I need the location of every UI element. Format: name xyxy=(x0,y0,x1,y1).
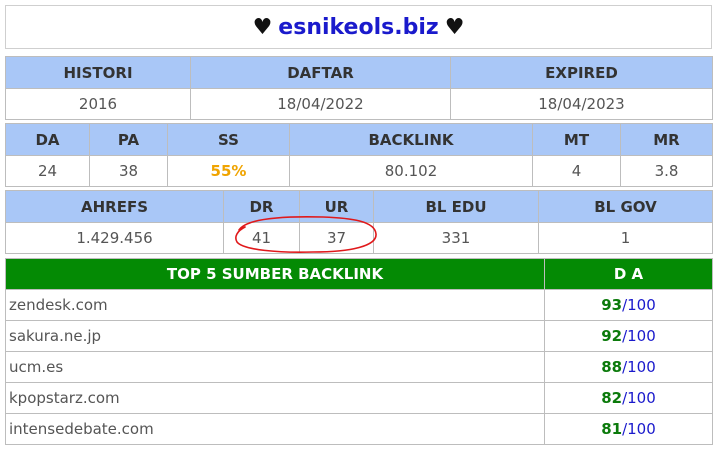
ahrefs-header-row: AHREFS DR UR BL EDU BL GOV xyxy=(5,190,713,223)
da-score: 82 xyxy=(601,389,623,407)
ur-header: UR xyxy=(299,190,374,223)
da-score: 92 xyxy=(601,327,623,345)
expired-header: EXPIRED xyxy=(450,56,713,89)
histori-value: 2016 xyxy=(5,88,191,120)
backlink-site: kpopstarz.com xyxy=(5,382,545,414)
registration-header-row: HISTORI DAFTAR EXPIRED xyxy=(5,56,713,89)
backlink-da: 82/100 xyxy=(544,382,713,414)
bl-gov-value: 1 xyxy=(538,222,713,254)
ahrefs-value-row: 1.429.456 41 37 331 1 xyxy=(5,222,713,254)
histori-header: HISTORI xyxy=(5,56,191,89)
da-value: 24 xyxy=(5,155,90,187)
da-max: 100 xyxy=(627,358,656,376)
registration-value-row: 2016 18/04/2022 18/04/2023 xyxy=(5,88,713,120)
domain-title: ♥ esnikeols.biz ♥ xyxy=(5,5,712,49)
backlink-value: 80.102 xyxy=(289,155,533,187)
backlink-da: 92/100 xyxy=(544,320,713,352)
da-header: DA xyxy=(5,123,90,156)
backlink-da: 93/100 xyxy=(544,289,713,321)
da-max: 100 xyxy=(627,296,656,314)
domain-report: ♥ esnikeols.biz ♥ HISTORI DAFTAR EXPIRED… xyxy=(5,5,713,445)
mt-header: MT xyxy=(532,123,621,156)
da-slash: / xyxy=(622,358,628,376)
table-row: zendesk.com 93/100 xyxy=(5,289,713,321)
backlink-da: 88/100 xyxy=(544,351,713,383)
daftar-value: 18/04/2022 xyxy=(190,88,451,120)
mr-value: 3.8 xyxy=(620,155,713,187)
da-max: 100 xyxy=(627,389,656,407)
da-max: 100 xyxy=(627,327,656,345)
ahrefs-table: AHREFS DR UR BL EDU BL GOV 1.429.456 41 … xyxy=(5,190,713,254)
top-backlink-header: TOP 5 SUMBER BACKLINK xyxy=(5,258,545,290)
ahrefs-header: AHREFS xyxy=(5,190,224,223)
bl-gov-header: BL GOV xyxy=(538,190,713,223)
da-slash: / xyxy=(622,327,628,345)
domain-name: esnikeols.biz xyxy=(278,14,439,40)
table-row: intensedebate.com 81/100 xyxy=(5,413,713,445)
bl-edu-value: 331 xyxy=(373,222,539,254)
dr-header: DR xyxy=(223,190,300,223)
pa-header: PA xyxy=(89,123,168,156)
table-row: kpopstarz.com 82/100 xyxy=(5,382,713,414)
pa-value: 38 xyxy=(89,155,168,187)
registration-table: HISTORI DAFTAR EXPIRED 2016 18/04/2022 1… xyxy=(5,56,713,120)
da-column-header: D A xyxy=(544,258,713,290)
bl-edu-header: BL EDU xyxy=(373,190,539,223)
backlink-site: intensedebate.com xyxy=(5,413,545,445)
top-backlink-table: TOP 5 SUMBER BACKLINK D A zendesk.com 93… xyxy=(5,258,713,445)
da-slash: / xyxy=(622,296,628,314)
table-row: ucm.es 88/100 xyxy=(5,351,713,383)
da-score: 81 xyxy=(601,420,623,438)
mr-header: MR xyxy=(620,123,713,156)
top-backlink-header-row: TOP 5 SUMBER BACKLINK D A xyxy=(5,258,713,290)
da-slash: / xyxy=(622,420,628,438)
heart-icon-left: ♥ xyxy=(252,14,273,40)
ahrefs-value: 1.429.456 xyxy=(5,222,224,254)
da-slash: / xyxy=(622,389,628,407)
mt-value: 4 xyxy=(532,155,621,187)
table-row: sakura.ne.jp 92/100 xyxy=(5,320,713,352)
dr-value: 41 xyxy=(223,222,300,254)
backlink-site: sakura.ne.jp xyxy=(5,320,545,352)
backlink-header: BACKLINK xyxy=(289,123,533,156)
da-max: 100 xyxy=(627,420,656,438)
backlink-da: 81/100 xyxy=(544,413,713,445)
backlink-site: zendesk.com xyxy=(5,289,545,321)
metrics-value-row: 24 38 55% 80.102 4 3.8 xyxy=(5,155,713,187)
da-score: 88 xyxy=(601,358,623,376)
metrics-table: DA PA SS BACKLINK MT MR 24 38 55% 80.102… xyxy=(5,123,713,187)
da-score: 93 xyxy=(601,296,623,314)
ss-header: SS xyxy=(167,123,290,156)
heart-icon-right: ♥ xyxy=(444,14,465,40)
metrics-header-row: DA PA SS BACKLINK MT MR xyxy=(5,123,713,156)
ur-value: 37 xyxy=(299,222,374,254)
expired-value: 18/04/2023 xyxy=(450,88,713,120)
daftar-header: DAFTAR xyxy=(190,56,451,89)
ss-value: 55% xyxy=(167,155,290,187)
backlink-site: ucm.es xyxy=(5,351,545,383)
